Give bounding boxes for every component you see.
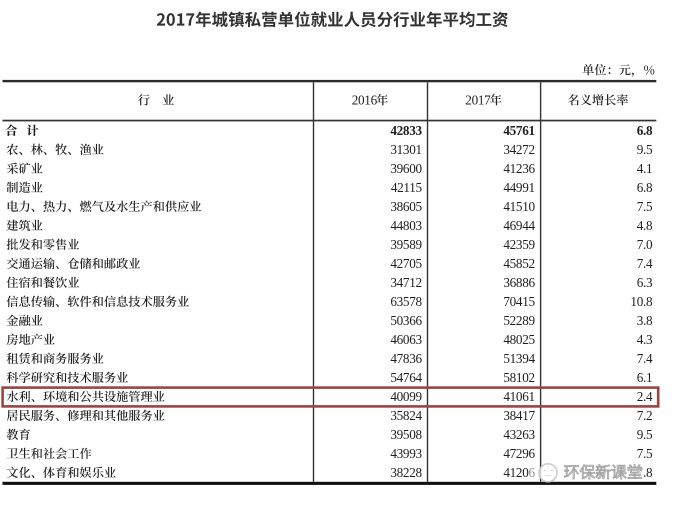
svg-text:42833: 42833 — [390, 123, 422, 138]
svg-text:43993: 43993 — [390, 446, 422, 461]
svg-text:42359: 42359 — [503, 237, 535, 252]
svg-text:51394: 51394 — [503, 351, 535, 366]
svg-text:52289: 52289 — [503, 313, 535, 328]
svg-text:40099: 40099 — [390, 389, 422, 404]
svg-text:2.4: 2.4 — [637, 389, 653, 404]
svg-text:10.8: 10.8 — [630, 294, 653, 309]
svg-text:63578: 63578 — [390, 294, 422, 309]
svg-text:38605: 38605 — [390, 199, 422, 214]
svg-text:6.1: 6.1 — [637, 370, 653, 385]
svg-text:35824: 35824 — [390, 408, 422, 423]
svg-text:34712: 34712 — [390, 275, 421, 290]
svg-text:43263: 43263 — [503, 427, 535, 442]
svg-text:44803: 44803 — [390, 218, 422, 233]
svg-text:42705: 42705 — [390, 256, 422, 271]
svg-text:4.1: 4.1 — [637, 161, 653, 176]
svg-text:48025: 48025 — [503, 332, 535, 347]
svg-text:54764: 54764 — [390, 370, 422, 385]
svg-text:38228: 38228 — [390, 465, 422, 480]
svg-text:7.0: 7.0 — [637, 237, 653, 252]
svg-text:3.8: 3.8 — [637, 313, 653, 328]
svg-text:7.4: 7.4 — [637, 351, 653, 366]
svg-text:50366: 50366 — [390, 313, 422, 328]
svg-text:44991: 44991 — [503, 180, 534, 195]
svg-text:6.8: 6.8 — [637, 180, 653, 195]
svg-text:45852: 45852 — [503, 256, 534, 271]
svg-text:6.3: 6.3 — [637, 275, 653, 290]
svg-text:31301: 31301 — [390, 142, 421, 157]
svg-text:47296: 47296 — [503, 446, 535, 461]
svg-text:39589: 39589 — [390, 237, 422, 252]
svg-text:6.8: 6.8 — [637, 123, 653, 138]
svg-text:46944: 46944 — [503, 218, 535, 233]
svg-text:41236: 41236 — [503, 161, 535, 176]
svg-text:45761: 45761 — [503, 123, 534, 138]
svg-text:7.2: 7.2 — [637, 408, 653, 423]
svg-text:42115: 42115 — [391, 180, 423, 195]
svg-text:36886: 36886 — [503, 275, 535, 290]
svg-text:9.5: 9.5 — [637, 427, 653, 442]
svg-text:2017: 2017 — [465, 93, 491, 108]
svg-text:7.5: 7.5 — [637, 199, 653, 214]
svg-text:39508: 39508 — [390, 427, 422, 442]
svg-text:7.4: 7.4 — [637, 256, 653, 271]
svg-text:47836: 47836 — [390, 351, 422, 366]
svg-text:9.5: 9.5 — [637, 142, 653, 157]
svg-text:41206: 41206 — [503, 465, 535, 480]
svg-text:2016: 2016 — [352, 93, 378, 108]
svg-text:34272: 34272 — [503, 142, 534, 157]
svg-text:41510: 41510 — [503, 199, 535, 214]
svg-text:39600: 39600 — [390, 161, 422, 176]
svg-text:4.8: 4.8 — [637, 218, 653, 233]
svg-text:4.3: 4.3 — [637, 332, 653, 347]
svg-text:46063: 46063 — [390, 332, 422, 347]
svg-text:38417: 38417 — [503, 408, 535, 423]
svg-text:70415: 70415 — [503, 294, 535, 309]
svg-text:41061: 41061 — [503, 389, 534, 404]
svg-text:7.5: 7.5 — [637, 446, 653, 461]
svg-text:58102: 58102 — [503, 370, 534, 385]
